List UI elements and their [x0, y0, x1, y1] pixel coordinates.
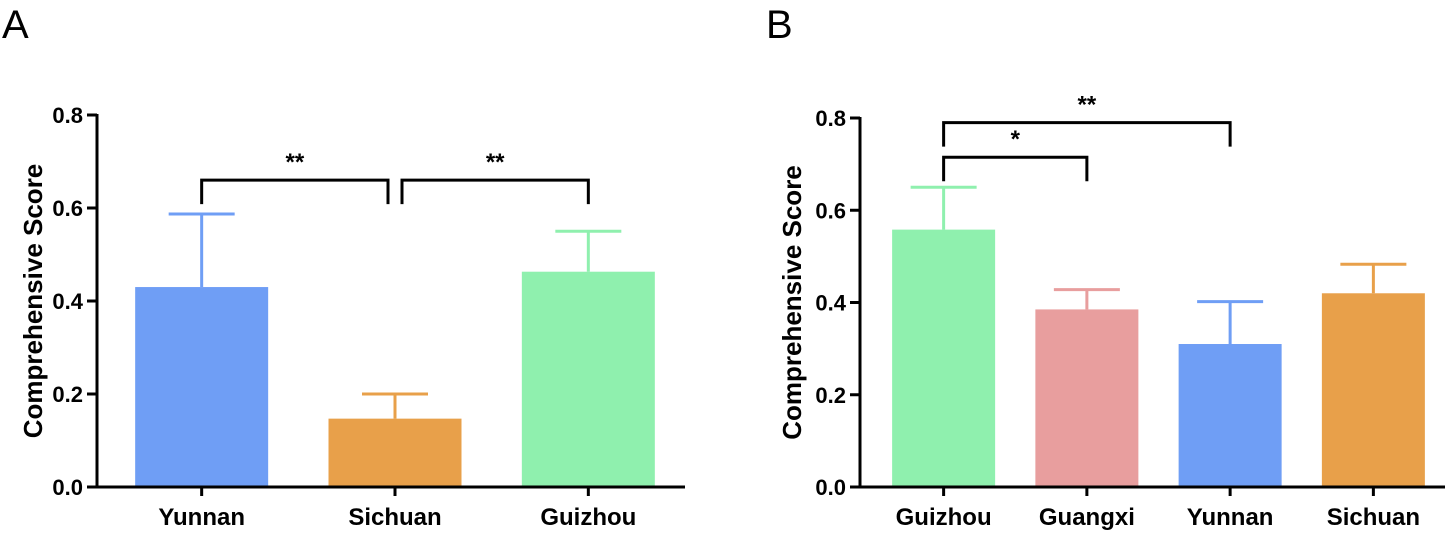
significance-label: **	[1078, 92, 1097, 119]
x-tick-label-guangxi: Guangxi	[1039, 504, 1135, 531]
panel-label-b: B	[766, 3, 793, 47]
bar-yunnan	[1178, 344, 1282, 487]
panel-label-a: A	[2, 3, 29, 47]
bar-sichuan	[1321, 293, 1425, 487]
x-tick-label-yunnan: Yunnan	[158, 504, 245, 531]
bar-sichuan	[328, 418, 462, 487]
y-tick-label: 0.4	[815, 291, 846, 316]
bar-guangxi	[1035, 309, 1139, 487]
significance-bracket	[942, 121, 1232, 147]
y-tick-label: 0.0	[52, 475, 83, 500]
x-tick-label-sichuan: Sichuan	[1327, 504, 1420, 531]
y-tick-label: 0.0	[815, 475, 846, 500]
chart-panel-a: 0.0 0.2 0.4 0.6 0.8 Yunnan Sichuan Guizhou Compr…	[18, 103, 685, 531]
y-tick-label: 0.8	[52, 103, 83, 128]
y-axis-label: Comprehensive Score	[777, 165, 807, 440]
x-tick-label-yunnan: Yunnan	[1187, 504, 1274, 531]
significance-bracket	[200, 178, 390, 205]
bar-yunnan	[135, 287, 269, 487]
y-tick-label: 0.6	[52, 196, 83, 221]
x-tick-label-guizhou: Guizhou	[896, 504, 992, 531]
chart-panel-b: 0.0 0.2 0.4 0.6 0.8 Guizhou Guangxi Yunnan Sichu…	[777, 92, 1445, 531]
significance-label: *	[1011, 126, 1021, 153]
y-axis-label: Comprehensive Score	[18, 164, 48, 439]
y-tick-label: 0.4	[52, 289, 83, 314]
significance-label: **	[486, 149, 505, 176]
y-tick-label: 0.2	[815, 383, 846, 408]
y-tick-label: 0.2	[52, 382, 83, 407]
bar-guizhou	[521, 271, 655, 487]
y-tick-label: 0.6	[815, 198, 846, 223]
significance-label: **	[285, 149, 304, 176]
y-tick-label: 0.8	[815, 106, 846, 131]
x-tick-label-sichuan: Sichuan	[348, 504, 441, 531]
significance-bracket	[400, 178, 590, 205]
x-tick-label-guizhou: Guizhou	[540, 504, 636, 531]
significance-bracket	[942, 155, 1089, 182]
bar-guizhou	[892, 229, 996, 487]
